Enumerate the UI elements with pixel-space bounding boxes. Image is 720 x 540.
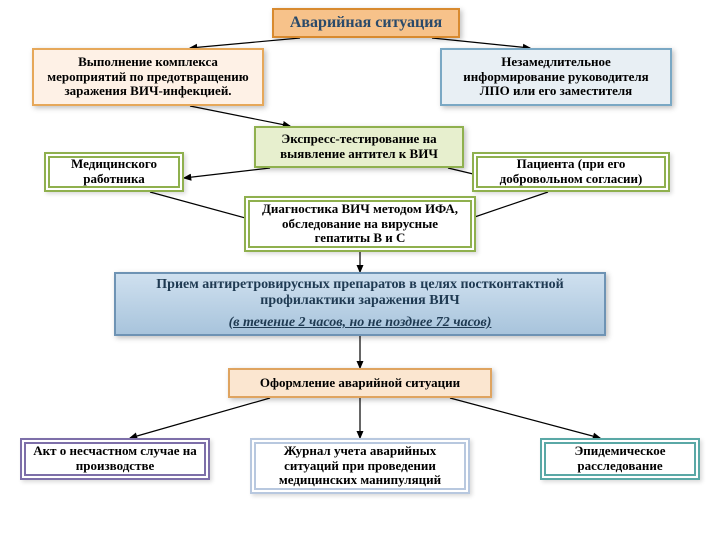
diagnostics-text: Диагностика ВИЧ методом ИФА, обследовани…	[254, 202, 466, 247]
diagnostics-box: Диагностика ВИЧ методом ИФА, обследовани…	[244, 196, 476, 252]
inform-box: Незамедлительное информирование руководи…	[440, 48, 672, 106]
express-test-box: Экспресс-тестирование на выявление антит…	[254, 126, 464, 168]
arv-content: Прием антиретровирусных препаратов в цел…	[124, 277, 596, 331]
express-test-text: Экспресс-тестирование на выявление антит…	[264, 132, 454, 162]
prevention-box: Выполнение комплекса мероприятий по пред…	[32, 48, 264, 106]
journal-box: Журнал учета аварийных ситуаций при пров…	[250, 438, 470, 494]
title-text: Аварийная ситуация	[290, 14, 442, 32]
arv-text: Прием антиретровирусных препаратов в цел…	[124, 277, 596, 309]
epid-text: Эпидемическое расследование	[550, 444, 690, 474]
med-worker-box: Медицинского работника	[44, 152, 184, 192]
epid-box: Эпидемическое расследование	[540, 438, 700, 480]
title-box: Аварийная ситуация	[272, 8, 460, 38]
patient-box: Пациента (при его добровольном согласии)	[472, 152, 670, 192]
registration-box: Оформление аварийной ситуации	[228, 368, 492, 398]
act-text: Акт о несчастном случае на производстве	[30, 444, 200, 474]
inform-text: Незамедлительное информирование руководи…	[450, 55, 662, 100]
patient-text: Пациента (при его добровольном согласии)	[482, 157, 660, 187]
arv-subtext: (в течение 2 часов, но не позднее 72 час…	[124, 315, 596, 331]
act-box: Акт о несчастном случае на производстве	[20, 438, 210, 480]
med-worker-text: Медицинского работника	[54, 157, 174, 187]
prevention-text: Выполнение комплекса мероприятий по пред…	[42, 55, 254, 100]
registration-text: Оформление аварийной ситуации	[260, 376, 460, 391]
journal-text: Журнал учета аварийных ситуаций при пров…	[260, 444, 460, 489]
arv-box: Прием антиретровирусных препаратов в цел…	[114, 272, 606, 336]
